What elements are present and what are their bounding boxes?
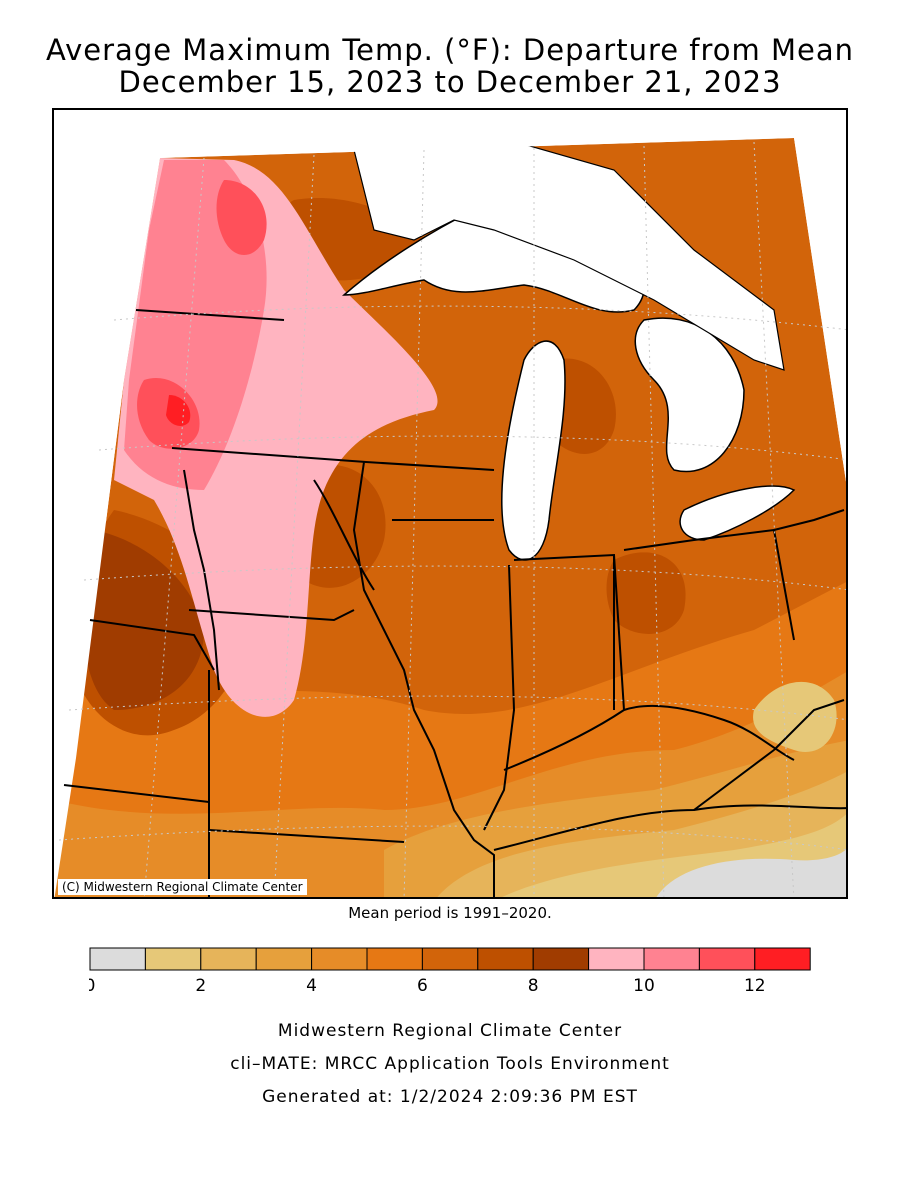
mean-period-note: Mean period is 1991–2020. (348, 904, 552, 922)
legend-bin-8 (532, 947, 590, 971)
legend-tick-label: 10 (633, 976, 655, 996)
lake-erie (679, 485, 796, 541)
legend-bin-7 (477, 947, 534, 971)
legend-tick-label: 6 (417, 976, 428, 996)
map-title: Average Maximum Temp. (°F): Departure fr… (45, 33, 855, 67)
color-legend: 0 2 4 6 8 10 12 (85, 947, 819, 1001)
footer-generated: Generated at: 1/2/2024 2:09:36 PM EST (262, 1087, 638, 1107)
legend-bin-12 (754, 947, 811, 971)
map-canvas (54, 110, 846, 897)
legend-tick-label: 4 (306, 976, 317, 996)
legend-tick-label: 8 (528, 976, 539, 996)
graticule (58, 141, 846, 897)
legend-bin-10 (643, 947, 700, 971)
legend-tick-label: 2 (195, 976, 206, 996)
date-range: December 15, 2023 to December 21, 2023 (118, 65, 782, 99)
contour-8to9-west (82, 530, 204, 710)
legend-tick-label: 0 (89, 976, 95, 996)
legend-bin-2 (200, 947, 257, 971)
legend-bin-1 (144, 947, 202, 971)
legend-bin-4 (311, 947, 368, 971)
legend-bin-6 (421, 947, 479, 971)
legend-bin-5 (366, 947, 423, 971)
top-white (54, 110, 846, 897)
contour-1to2-ohio (753, 681, 837, 752)
legend-canvas: 0 2 4 6 8 10 12 (85, 947, 811, 996)
legend-bin-11 (698, 947, 756, 971)
canada-region (353, 129, 785, 371)
contour-11to12-north (216, 180, 267, 255)
legend-bin-3 (255, 947, 313, 971)
state-boundaries (63, 309, 846, 897)
lake-michigan (501, 340, 566, 561)
contour-12to13-sd (166, 395, 191, 426)
footer-app: cli–MATE: MRCC Application Tools Environ… (230, 1054, 670, 1074)
footer-org: Midwestern Regional Climate Center (277, 1021, 623, 1041)
lake-huron (634, 317, 745, 473)
legend-bin-9 (588, 947, 645, 971)
map-credit: (C) Midwestern Regional Climate Center (58, 879, 307, 895)
legend-tick-label: 12 (744, 976, 766, 996)
departure-map: (C) Midwestern Regional Climate Center (52, 108, 848, 899)
legend-bin-0 (89, 947, 146, 971)
contour-0to1 (656, 849, 846, 897)
